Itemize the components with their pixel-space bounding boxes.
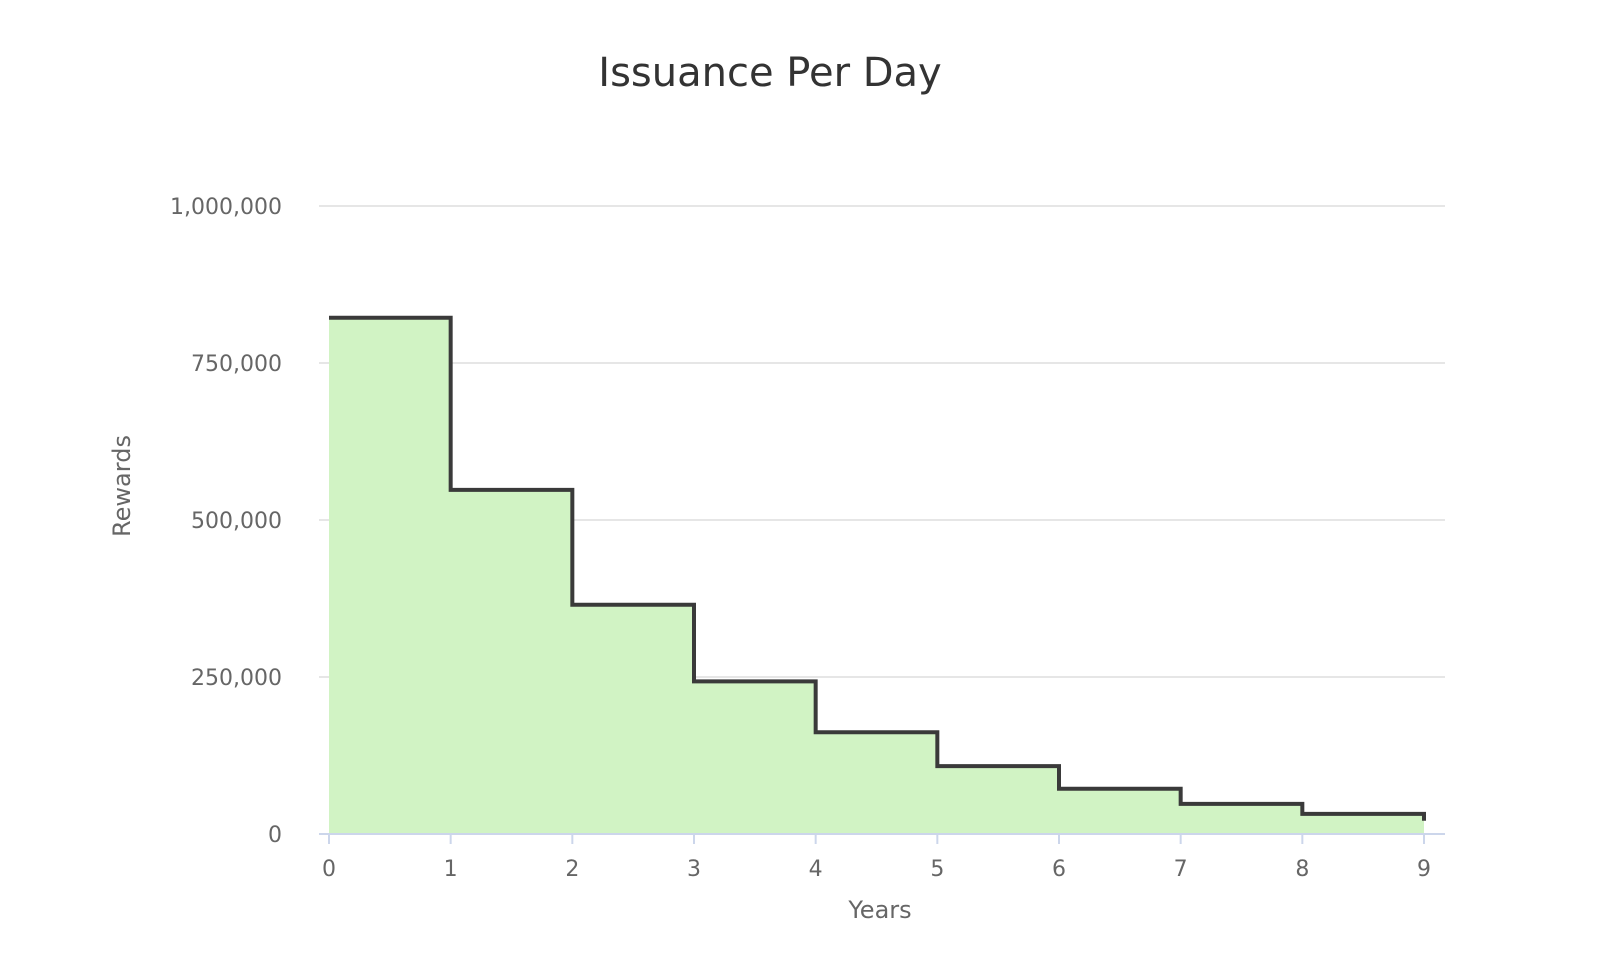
x-tick-label: 5 bbox=[930, 857, 944, 882]
x-tick-label: 1 bbox=[444, 857, 458, 882]
y-axis-tick-labels: 0 250,000 500,000 750,000 1,000,000 bbox=[170, 195, 282, 848]
series-line bbox=[329, 315, 1426, 821]
chart-title: Issuance Per Day bbox=[598, 50, 941, 96]
y-axis-title: Rewards bbox=[108, 435, 136, 537]
y-tick-label: 250,000 bbox=[191, 666, 282, 691]
series-line-layer bbox=[329, 315, 1426, 821]
x-tick-label: 0 bbox=[322, 857, 336, 882]
x-axis-title: Years bbox=[847, 896, 911, 924]
x-tick-label: 2 bbox=[565, 857, 579, 882]
series-area bbox=[329, 317, 1424, 834]
x-tick-label: 9 bbox=[1417, 857, 1431, 882]
y-tick-label: 500,000 bbox=[191, 509, 282, 534]
x-axis-tick-labels: 0 1 2 3 4 5 6 7 8 9 bbox=[322, 857, 1431, 882]
x-tick-label: 4 bbox=[809, 857, 823, 882]
y-tick-label: 750,000 bbox=[191, 352, 282, 377]
x-axis bbox=[319, 833, 1445, 844]
x-tick-label: 3 bbox=[687, 857, 701, 882]
series-area-layer bbox=[329, 317, 1424, 834]
y-tick-label: 1,000,000 bbox=[170, 195, 282, 220]
x-tick-label: 8 bbox=[1295, 857, 1309, 882]
x-tick-label: 7 bbox=[1174, 857, 1188, 882]
y-tick-label: 0 bbox=[268, 823, 282, 848]
x-tick-label: 6 bbox=[1052, 857, 1066, 882]
